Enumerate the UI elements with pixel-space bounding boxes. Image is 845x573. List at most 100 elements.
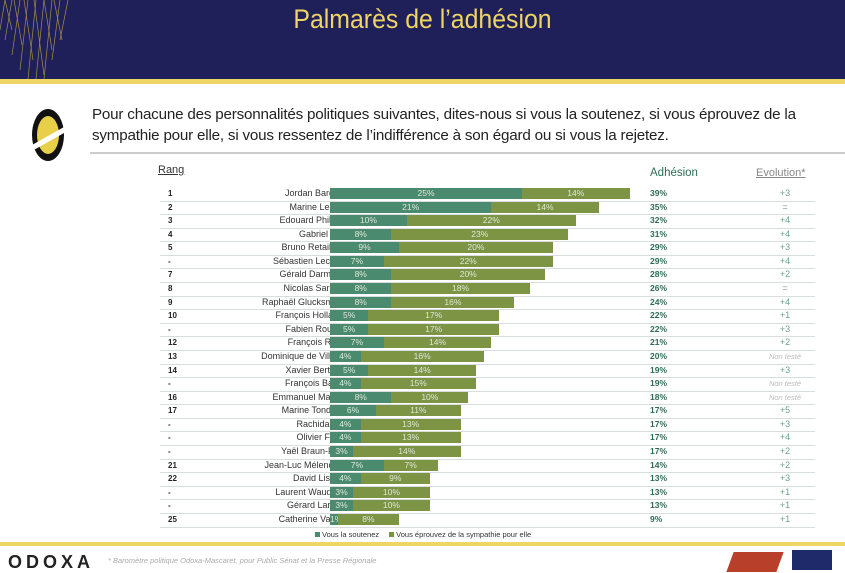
legend-item-sympathie: Vous éprouvez de la sympathie pour elle (389, 530, 531, 539)
person-name: Marine Tondelier (281, 405, 348, 416)
evolution-value: +3 (779, 242, 791, 253)
evolution-value: +2 (779, 269, 791, 280)
bar-sympathie: 11% (376, 405, 461, 417)
footer-divider (0, 542, 845, 546)
evolution-value: +1 (779, 486, 791, 497)
bar-soutien: 8% (330, 283, 392, 295)
evolution-value: +2 (779, 459, 791, 470)
bar-sympathie: 14% (491, 201, 599, 213)
evolution-value: +1 (779, 513, 791, 524)
evolution-value: +3 (779, 418, 791, 429)
bar-soutien: 8% (330, 269, 392, 281)
table-row: - Sébastien Lecornu 7% 22% 29% +4 (160, 255, 815, 270)
evolution-value: = (782, 283, 788, 294)
adhesion-value: 20% (650, 350, 668, 361)
bar-sympathie: 16% (360, 350, 484, 362)
adhesion-value: 21% (650, 337, 668, 348)
partner-logo-red (726, 552, 784, 572)
bar-sympathie: 13% (360, 432, 461, 444)
person-name: Emmanuel Macron (272, 391, 348, 402)
person-name: Bruno Retailleau (281, 242, 348, 253)
rank: 17 (168, 406, 177, 416)
table-row: - Olivier Faure 4% 13% 17% +4 (160, 431, 815, 447)
person-name: Edouard Philippe (279, 215, 348, 226)
bar-soutien: 1% (330, 513, 343, 525)
footnote: * Baromètre politique Odoxa-Mascaret, po… (108, 556, 377, 565)
person-name: Nicolas Sarkozy (283, 283, 348, 294)
adhesion-value: 35% (650, 201, 668, 212)
person-name: David Lisnard (292, 473, 348, 484)
table-row: 21 Jean-Luc Mélenchon 7% 7% 14% +2 (160, 459, 815, 474)
evolution-value: +1 (779, 500, 791, 511)
evolution-value: +3 (779, 473, 791, 484)
person-name: François Ruffin (287, 337, 348, 348)
person-name: Dominique de Villepin (261, 350, 348, 361)
table-row: 17 Marine Tondelier 6% 11% 17% +5 (160, 404, 815, 419)
bar-soutien: 8% (330, 296, 392, 308)
evolution-value: Non testé (768, 392, 802, 402)
person-name: Olivier Faure (296, 432, 348, 443)
table-row: - Laurent Wauquiez 3% 10% 13% +1 (160, 486, 815, 501)
evolution-value: +4 (779, 432, 791, 443)
bar-sympathie: 13% (360, 418, 461, 430)
adhesion-value: 13% (650, 473, 668, 484)
bar-sympathie: 14% (383, 337, 492, 349)
adhesion-value: 32% (650, 215, 668, 226)
table-row: - Yaël Braun-Pivet 3% 14% 17% +2 (160, 445, 815, 460)
rank: 14 (168, 365, 177, 375)
evolution-value: +4 (779, 255, 791, 266)
table-row: 10 François Hollande 5% 17% 22% +1 (160, 309, 815, 324)
table-row: 13 Dominique de Villepin 4% 16% 20% Non testé (160, 350, 815, 365)
bar-sympathie: 10% (391, 391, 469, 403)
adhesion-value: 19% (650, 364, 668, 375)
bar-soutien: 4% (330, 473, 361, 485)
legend-label: Vous éprouvez de la sympathie pour elle (396, 530, 532, 539)
rank: 4 (168, 229, 173, 239)
person-name: Xavier Bertrand (285, 364, 348, 375)
rank: 13 (168, 351, 177, 361)
rank: 5 (168, 243, 173, 253)
evolution-value: +3 (779, 323, 791, 334)
adhesion-value: 17% (650, 405, 668, 416)
bar-sympathie: 14% (522, 188, 630, 199)
bar-sympathie: 22% (383, 255, 553, 267)
bar-sympathie: 14% (368, 364, 476, 376)
rank: 21 (168, 460, 177, 470)
person-name: Laurent Wauquiez (275, 486, 348, 497)
evolution-value: +3 (779, 188, 791, 198)
question-text: Pour chacune des personnalités politique… (92, 106, 796, 144)
bar-soutien: 7% (330, 337, 384, 349)
person-name: Fabien Roussel (285, 323, 348, 334)
rank: 1 (168, 189, 173, 198)
table-row: 8 Nicolas Sarkozy 8% 18% 26% = (160, 282, 815, 297)
rank: 7 (168, 270, 173, 280)
bar-sympathie: 17% (368, 310, 499, 322)
bar-soutien: 3% (330, 500, 354, 512)
evolution-value: +4 (779, 215, 791, 226)
person-name: François Baroin (284, 378, 348, 389)
bar-soutien: 6% (330, 405, 377, 417)
rank: 25 (168, 514, 177, 524)
legend: Vous la soutenez Vous éprouvez de la sym… (315, 530, 531, 539)
rank: 9 (168, 297, 173, 307)
rank: - (168, 487, 171, 497)
partner-logo-blue (792, 550, 832, 570)
table-row: 22 David Lisnard 4% 9% 13% +3 (160, 472, 815, 487)
adhesion-value: 13% (650, 500, 668, 511)
person-name: Sébastien Lecornu (272, 255, 348, 266)
table-row: 2 Marine Le Pen 21% 14% 35% = (160, 201, 815, 216)
adhesion-value: 9% (650, 513, 663, 524)
rank: 3 (168, 216, 173, 226)
bar-soutien: 7% (330, 255, 384, 267)
table-row: 7 Gérald Darmanin 8% 20% 28% +2 (160, 268, 815, 284)
page-title: Palmarès de l’adhésion (293, 4, 552, 34)
bar-sympathie: 22% (406, 215, 576, 227)
evolution-value: +2 (779, 446, 791, 457)
adhesion-value: 31% (650, 228, 668, 239)
rank: 22 (168, 474, 177, 484)
person-name: Rachida Dati (296, 418, 348, 429)
rank: - (168, 379, 171, 389)
adhesion-value: 26% (650, 283, 668, 294)
bar-soutien: 5% (330, 364, 369, 376)
rank: 16 (168, 392, 177, 402)
